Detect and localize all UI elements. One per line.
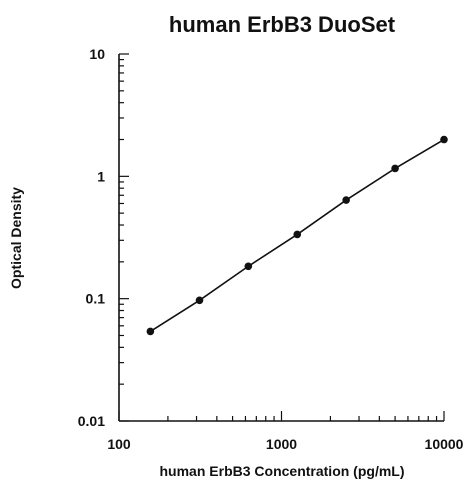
x-tick-label: 10000 bbox=[425, 436, 464, 452]
data-points bbox=[146, 135, 448, 336]
tick-labels: 0.01 0.1 1 10 100 1000 10000 bbox=[78, 46, 464, 452]
x-tick-label: 100 bbox=[107, 436, 131, 452]
data-point bbox=[342, 196, 350, 204]
x-axis-title: human ErbB3 Concentration (pg/mL) bbox=[160, 463, 405, 479]
data-point bbox=[244, 262, 253, 271]
y-tick-label: 0.1 bbox=[86, 291, 106, 307]
data-point bbox=[293, 230, 302, 239]
data-point bbox=[440, 135, 448, 144]
y-tick-label: 0.01 bbox=[78, 413, 105, 429]
data-point bbox=[146, 327, 155, 336]
data-point bbox=[391, 164, 399, 173]
axes bbox=[118, 54, 444, 422]
data-point bbox=[195, 296, 204, 305]
y-axis-title: Optical Density bbox=[8, 187, 24, 289]
y-tick-label: 10 bbox=[89, 46, 105, 62]
chart-title: human ErbB3 DuoSet bbox=[169, 12, 396, 37]
x-tick-label: 1000 bbox=[266, 436, 297, 452]
ticks bbox=[118, 53, 445, 422]
y-tick-label: 1 bbox=[97, 168, 105, 184]
